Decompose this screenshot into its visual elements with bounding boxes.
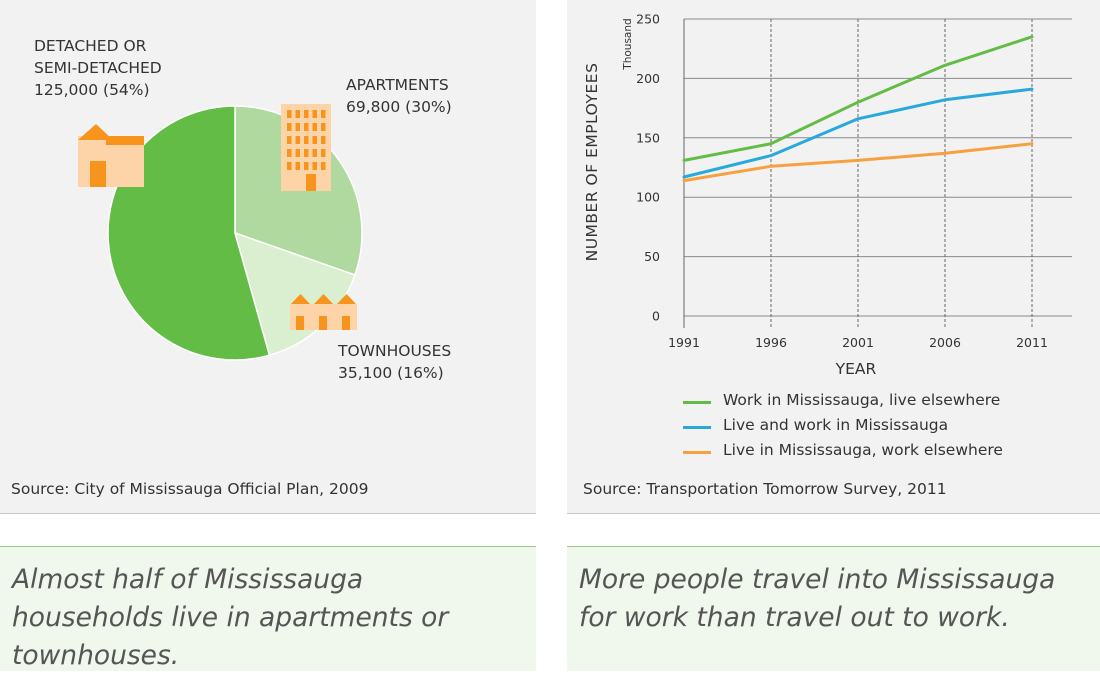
- pie-label-detached-line1: DETACHED OR: [34, 37, 147, 55]
- pie-label-detached-value: 125,000 (54%): [34, 81, 150, 99]
- legend-label-2: Live and work in Mississauga: [723, 416, 949, 434]
- apartment-building-icon: [281, 104, 331, 191]
- series-line-2: [682, 87, 1034, 179]
- y-tick-label-250: 250: [636, 12, 660, 27]
- line-caption-box: More people travel into Mississauga for …: [567, 546, 1100, 671]
- legend-swatch-1: [683, 401, 711, 404]
- line-source: Source: Transportation Tomorrow Survey, …: [583, 480, 947, 498]
- pie-label-apartments: APARTMENTS 69,800 (30%): [346, 74, 452, 118]
- pie-label-townhouses-line1: TOWNHOUSES: [338, 342, 452, 360]
- pie-label-townhouses: TOWNHOUSES 35,100 (16%): [338, 340, 451, 384]
- legend-label-3: Live in Mississauga, work elsewhere: [723, 441, 1003, 459]
- x-tick-label-2011: 2011: [1016, 335, 1048, 350]
- townhouses-icon: [290, 294, 357, 330]
- pie-chart: [78, 104, 363, 361]
- legend-swatch-3: [683, 451, 711, 454]
- line-caption: More people travel into Mississauga for …: [579, 564, 1056, 633]
- pie-source: Source: City of Mississauga Official Pla…: [11, 480, 369, 498]
- pie-label-apartments-value: 69,800 (30%): [346, 98, 452, 116]
- pie-slice-detached-or-semi-detached: [107, 105, 271, 361]
- y-tick-label-50: 50: [644, 249, 660, 264]
- y-tick-label-200: 200: [636, 71, 660, 86]
- legend-label-1: Work in Mississauga, live elsewhere: [723, 391, 1001, 409]
- series-line-3: [682, 142, 1034, 183]
- y-tick-label-0: 0: [652, 309, 660, 324]
- line-chart-panel: 0 50 100 150 200 250 1991 1996 2001 2006 2011 YEAR N…: [567, 0, 1100, 514]
- series-line-1: [682, 35, 1034, 162]
- line-chart: 0 50 100 150 200 250 1991 1996 2001 2006 2011 YEAR N…: [583, 12, 1072, 378]
- pie-label-detached: DETACHED OR SEMI-DETACHED 125,000 (54%): [34, 35, 162, 101]
- pie-label-detached-line2: SEMI-DETACHED: [34, 59, 162, 77]
- y-axis-label: NUMBER OF EMPLOYEES: [583, 63, 601, 262]
- pie-caption-box: Almost half of Mississauga households li…: [0, 546, 536, 671]
- y-tick-label-100: 100: [636, 190, 660, 205]
- y-axis-unit: Thousand: [622, 18, 634, 70]
- pie-label-apartments-line1: APARTMENTS: [346, 76, 449, 94]
- x-tick-label-2001: 2001: [842, 335, 874, 350]
- detached-house-icon: [78, 124, 144, 187]
- pie-chart-panel: DETACHED OR SEMI-DETACHED 125,000 (54%) …: [0, 0, 536, 514]
- x-tick-label-1996: 1996: [755, 335, 787, 350]
- pie-label-townhouses-value: 35,100 (16%): [338, 364, 444, 382]
- x-tick-label-2006: 2006: [929, 335, 961, 350]
- y-tick-label-150: 150: [636, 130, 660, 145]
- x-axis-label: YEAR: [835, 360, 877, 378]
- legend-swatch-2: [683, 426, 711, 429]
- x-tick-label-1991: 1991: [668, 335, 700, 350]
- pie-caption: Almost half of Mississauga households li…: [12, 564, 449, 671]
